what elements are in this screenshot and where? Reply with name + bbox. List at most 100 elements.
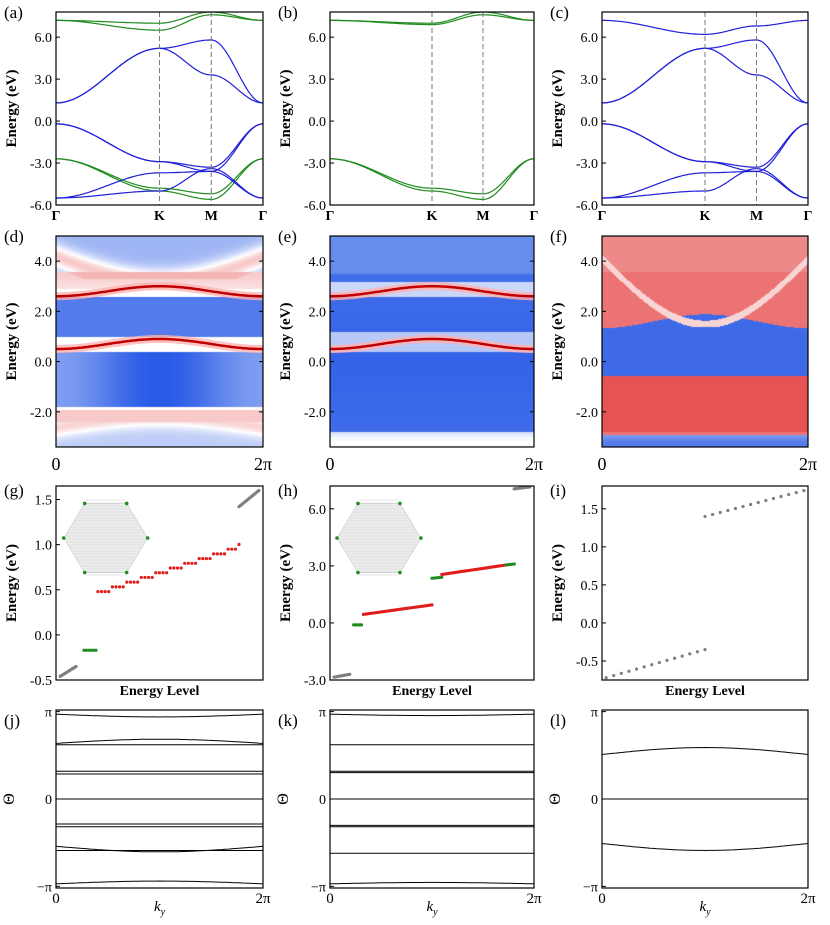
level-dot-red [186, 561, 190, 565]
level-dot-red [154, 571, 158, 575]
level-dot-gray [642, 665, 646, 669]
panel-label: (j) [4, 711, 20, 730]
wilson-line-0 [330, 713, 534, 717]
band-green-2 [330, 158, 534, 195]
panel-label: (a) [4, 3, 23, 22]
level-dot-green [359, 623, 364, 627]
x-tick-label: 2π [526, 891, 542, 907]
x-tick-label: 0 [52, 454, 61, 474]
plot-area-i [604, 488, 806, 680]
level-dot-gray [528, 486, 532, 489]
panel-g: Energy Level -0.5 0.0 0.5 1.0 1.5 Energy (eV) (… [4, 481, 264, 699]
x-tick-label: M [750, 209, 763, 224]
level-dot-red [150, 575, 154, 580]
y-tick-label: 0.0 [581, 115, 599, 130]
flake-corner-state [398, 570, 402, 575]
panel-h: Energy Level -3.0 0.0 3.0 6.0 Energy (eV) (h) [278, 481, 535, 699]
level-dot-gray [771, 496, 776, 501]
y-tick-label: 0 [319, 793, 326, 808]
level-dot-red [230, 547, 234, 551]
y-tick-label: 0.5 [581, 579, 599, 594]
level-dot-gray [619, 671, 623, 675]
level-dot-red [143, 575, 147, 580]
plot-area-a [56, 12, 263, 205]
wilson-line-2 [56, 738, 263, 744]
y-tick-label: 3.0 [309, 73, 327, 88]
plot-area-k [330, 713, 534, 885]
level-dot-red [96, 589, 100, 594]
y-tick-label: 6.0 [581, 31, 599, 46]
band-green-2 [56, 158, 263, 195]
level-dot-red [161, 571, 165, 575]
plot-area-e [330, 236, 534, 447]
level-dot-red [168, 566, 172, 570]
level-dot-gray [650, 663, 654, 667]
level-dot-gray [703, 647, 707, 652]
x-tick-label: 0 [52, 891, 60, 907]
level-dot-red [146, 575, 151, 580]
red-line-1 [330, 337, 534, 351]
flake-outline [336, 503, 422, 573]
y-axis-label: Energy (eV) [550, 544, 566, 622]
flake-corner-state [82, 501, 87, 506]
y-tick-label: -6.0 [576, 199, 598, 214]
y-axis-label: Energy (eV) [4, 544, 20, 622]
level-dot-red [121, 585, 125, 589]
y-tick-label: 3.0 [35, 73, 53, 88]
band-green-1 [56, 12, 263, 24]
band-blue-5 [56, 167, 263, 199]
panel-label: (l) [550, 711, 566, 730]
level-dot-gray [787, 492, 791, 497]
y-tick-label: 2.0 [581, 305, 599, 320]
axes-frame [601, 485, 809, 681]
y-tick-label: 0.0 [309, 356, 327, 371]
level-dot-gray [733, 506, 738, 511]
band-blue-4 [602, 47, 808, 104]
flake-corner-state [124, 501, 129, 506]
level-dot-green [94, 648, 98, 652]
band-blue-4 [56, 170, 263, 199]
y-axis-label: Θ [547, 793, 564, 805]
band-green-1 [330, 12, 534, 24]
panel-label: (i) [550, 481, 566, 500]
axes-frame [601, 235, 809, 448]
y-tick-label: π [45, 706, 52, 721]
level-dot-red [197, 556, 201, 561]
plot-area-b [330, 12, 534, 205]
level-dot-gray [756, 500, 760, 505]
level-dot-red [237, 542, 241, 547]
y-tick-label: 1.5 [35, 494, 53, 509]
panel-label: (b) [278, 3, 298, 22]
level-dot-gray [779, 494, 783, 499]
y-tick-label: 0.0 [309, 617, 327, 632]
x-axis-label: ky [426, 899, 438, 918]
x-tick-label: 0 [326, 454, 335, 474]
level-dot-red [215, 552, 219, 556]
level-dot-red [183, 561, 187, 565]
x-axis-label: Energy Level [120, 684, 200, 699]
level-dot-gray [680, 654, 684, 658]
panel-f: 0 2π -2.0 0.0 2.0 4.0 Energy (eV) (f) [550, 227, 817, 474]
band-blue-3 [56, 47, 263, 104]
level-dot-red [204, 556, 209, 561]
level-dot-gray [665, 658, 669, 662]
x-tick-label: Γ [326, 209, 335, 224]
level-dot-red [157, 571, 161, 575]
y-tick-label: 1.0 [35, 539, 53, 554]
band-blue-1 [56, 123, 263, 168]
y-tick-label: 3.0 [581, 73, 599, 88]
heatmap-image [602, 236, 808, 447]
y-tick-label: −π [311, 880, 326, 895]
y-tick-label: -2.0 [30, 406, 52, 421]
x-tick-label: 2π [255, 891, 271, 907]
level-dot-gray [672, 656, 677, 660]
band-blue-2 [602, 123, 808, 168]
x-tick-label: K [154, 209, 165, 224]
level-dot-gray [604, 676, 608, 680]
axes-frame [55, 485, 264, 681]
level-dot-red [430, 603, 434, 607]
y-tick-label: -3.0 [576, 157, 598, 172]
